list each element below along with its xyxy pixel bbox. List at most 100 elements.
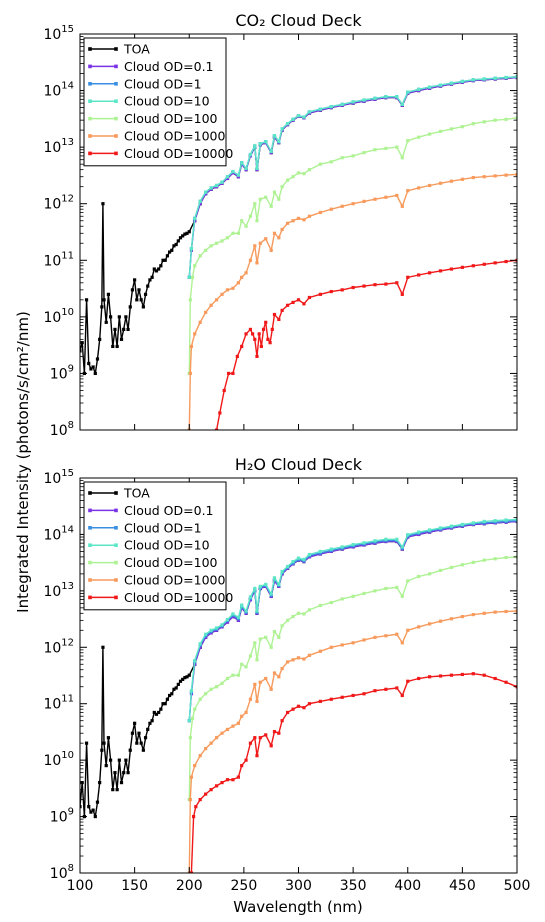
data-point [225, 676, 230, 681]
data-point [220, 292, 224, 296]
data-point [258, 637, 262, 641]
data-point [89, 367, 93, 371]
data-point [504, 609, 508, 614]
data-point [493, 174, 497, 178]
data-point [198, 754, 202, 758]
data-point [493, 519, 497, 523]
data-point [373, 197, 377, 201]
data-point [266, 337, 270, 341]
data-point [167, 250, 172, 254]
data-point [482, 558, 486, 562]
data-point [137, 731, 141, 735]
data-point [225, 620, 230, 624]
data-point [272, 629, 277, 634]
data-point [264, 320, 268, 324]
legend-marker [88, 47, 92, 51]
data-point [280, 308, 284, 313]
data-point [340, 204, 344, 208]
data-point [163, 258, 167, 262]
data-point [240, 603, 244, 607]
data-point [251, 332, 255, 336]
data-point [482, 673, 486, 677]
data-point [351, 285, 355, 290]
legend-marker [88, 64, 92, 69]
data-point [194, 805, 198, 809]
data-point [264, 635, 268, 639]
data-point [80, 349, 82, 353]
data-point [231, 231, 235, 235]
data-point [471, 78, 475, 82]
data-point [280, 569, 284, 574]
data-point [176, 682, 180, 686]
data-point [269, 248, 273, 252]
data-point [104, 320, 108, 324]
data-point [189, 344, 194, 349]
data-point [438, 83, 443, 87]
data-point [280, 227, 284, 232]
data-point [373, 148, 377, 152]
data-point [185, 231, 189, 235]
y-axis-label: Integrated Intensity (photons/s/cm²/nm) [14, 311, 32, 613]
data-point [181, 677, 185, 681]
data-point [198, 697, 202, 701]
data-point [329, 547, 333, 551]
data-point [248, 258, 253, 262]
data-point [183, 232, 187, 236]
data-point [204, 310, 208, 314]
data-point [504, 75, 508, 80]
data-point [493, 118, 497, 122]
data-point [272, 231, 277, 235]
y-tick-label: 1015 [43, 468, 74, 487]
data-point [225, 236, 230, 240]
data-point [449, 267, 454, 271]
x-tick-label: 350 [340, 878, 367, 894]
data-point [101, 202, 105, 206]
data-point [80, 341, 84, 345]
legend-label: Cloud OD=100 [124, 555, 218, 570]
data-point [493, 676, 497, 681]
data-point [150, 719, 154, 723]
legend-marker [88, 508, 92, 513]
data-point [95, 800, 100, 804]
data-point [187, 230, 191, 234]
data-point [504, 173, 508, 177]
data-point [272, 312, 277, 317]
data-point [93, 371, 97, 376]
data-point [307, 214, 312, 218]
data-point [395, 145, 399, 149]
data-point [471, 672, 475, 676]
data-point [384, 537, 388, 541]
data-point [193, 659, 197, 663]
data-point [187, 719, 191, 723]
data-point [318, 210, 322, 215]
data-point [119, 337, 124, 341]
data-point [198, 797, 202, 802]
data-point [143, 736, 148, 740]
data-point [231, 778, 235, 782]
y-tick-label: 1010 [43, 307, 74, 326]
data-point [122, 327, 126, 332]
data-point [449, 127, 454, 131]
data-point [471, 560, 475, 564]
data-point [291, 117, 295, 121]
data-point [161, 702, 165, 706]
data-point [174, 686, 178, 690]
data-point [244, 758, 248, 762]
data-point [106, 292, 111, 296]
x-tick-label: 300 [285, 878, 312, 894]
data-point [277, 582, 281, 587]
data-point [255, 609, 259, 613]
y-tick-label: 1012 [43, 637, 74, 656]
data-point [214, 626, 219, 630]
data-point [244, 166, 248, 171]
data-point [104, 764, 108, 768]
legend-marker [114, 47, 118, 51]
legend-label: Cloud OD=0.1 [124, 503, 214, 518]
data-point [449, 673, 454, 677]
y-tick-label: 108 [50, 863, 74, 882]
data-point [280, 624, 284, 628]
data-point [395, 193, 399, 198]
data-point [236, 721, 241, 725]
data-point [244, 271, 248, 275]
